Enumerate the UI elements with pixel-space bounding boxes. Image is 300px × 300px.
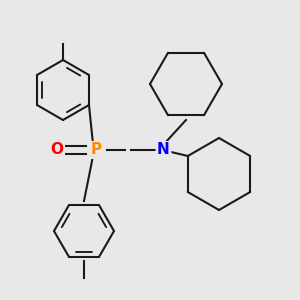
Text: P: P [90,142,102,158]
Text: N: N [157,142,170,158]
Text: O: O [50,142,64,158]
